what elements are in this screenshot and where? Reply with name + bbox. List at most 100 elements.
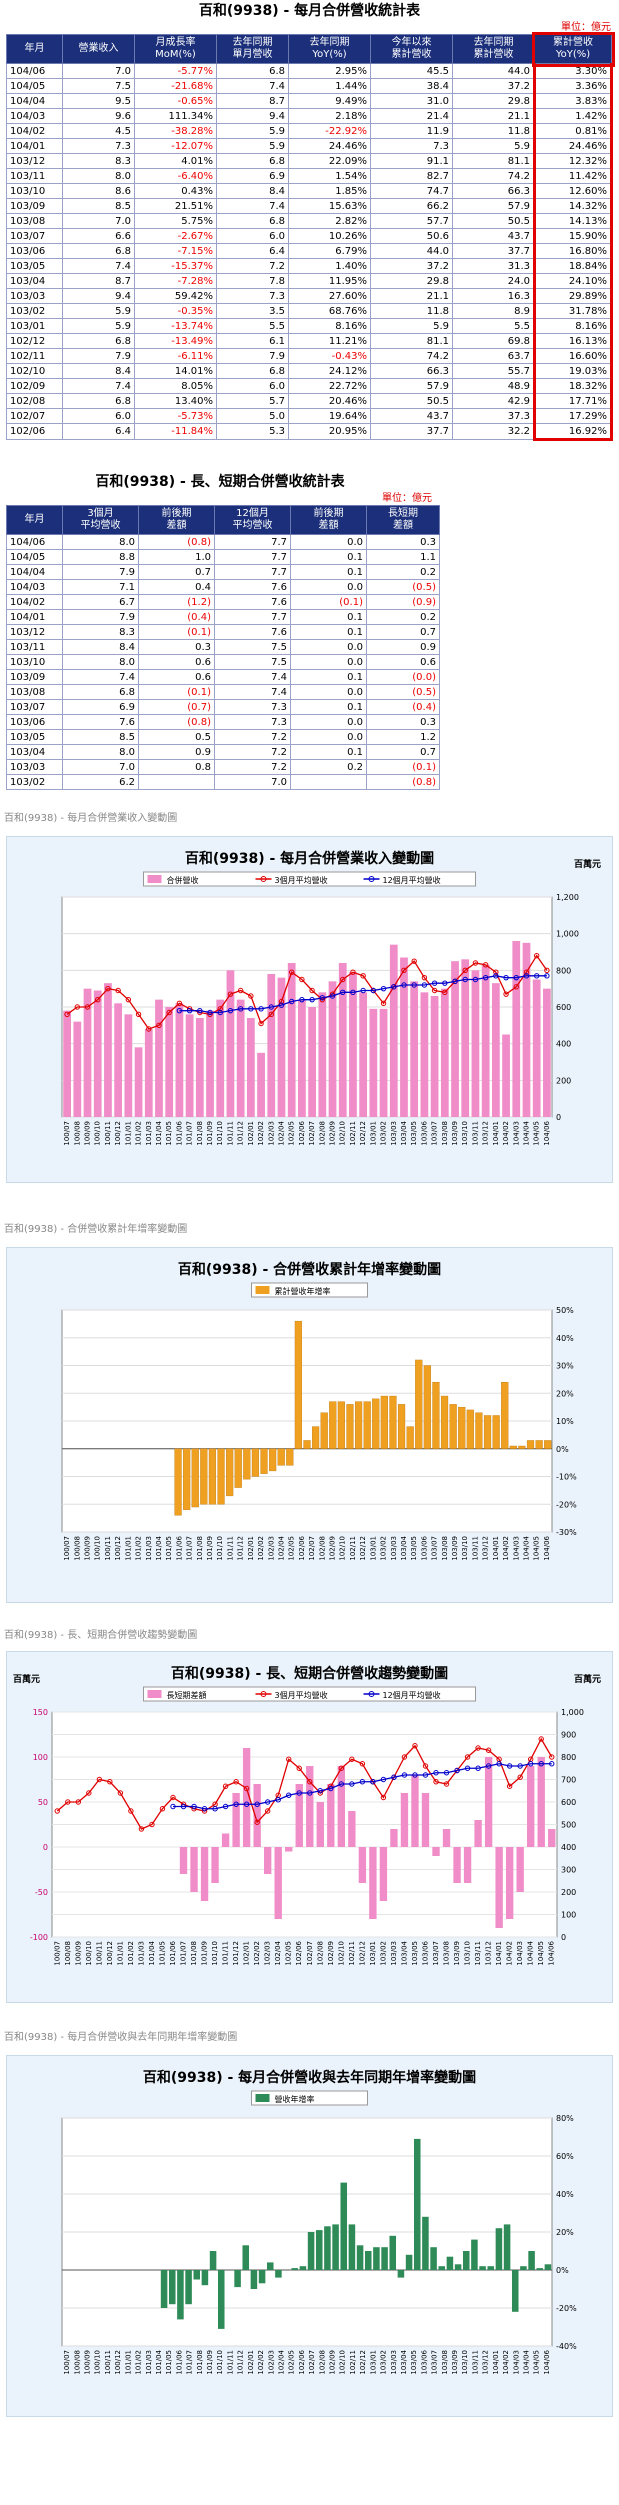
avg3-point — [128, 1808, 134, 1814]
x-tick-label: 101/07 — [186, 1121, 194, 1146]
yoy-bar — [422, 2216, 429, 2270]
x-tick-label: 104/01 — [492, 1121, 500, 1146]
avg12-point — [275, 1797, 281, 1803]
table1-cell: -6.40% — [134, 168, 217, 184]
avg12-point — [328, 1785, 334, 1792]
table1-header-2: 月成長率 MoM(%) — [134, 34, 217, 64]
table-row: 102/08 6.8 13.40% 5.7 20.46% 50.5 42.9 17.71% — [6, 393, 613, 409]
x-tick-label: 101/06 — [169, 1940, 177, 1965]
table2-cell: 8.0 — [62, 534, 139, 550]
x-tick-label: 102/11 — [348, 1941, 356, 1966]
avg12-point — [176, 1007, 183, 1014]
diff-bar — [179, 1847, 188, 1874]
diff-bar — [253, 1784, 261, 1847]
revenue-bar — [144, 1029, 153, 1117]
avg3-point — [117, 1790, 124, 1796]
diff-bar — [548, 1829, 556, 1847]
table1-cell: 6.6 — [62, 228, 135, 244]
table2-cell: 7.7 — [214, 609, 291, 625]
table2-cell: 8.0 — [62, 654, 139, 670]
table2-cell: 7.4 — [214, 669, 291, 685]
x-tick-label: 101/05 — [165, 1121, 173, 1146]
yoy-bar — [320, 1412, 328, 1449]
table1-cell: 102/11 — [6, 348, 63, 364]
table2-cell: 8.3 — [62, 624, 139, 640]
table-row: 103/09 8.5 21.51% 7.4 15.63% 66.2 57.9 14.32% — [6, 198, 613, 214]
table-row: 102/07 6.0 -5.73% 5.0 19.64% 43.7 37.3 17.29% — [6, 408, 613, 424]
table-row: 103/12 8.3 (0.1) 7.6 0.1 0.7 — [6, 624, 440, 640]
table1-cell: 6.8 — [62, 393, 135, 409]
x-tick-label: 103/03 — [390, 1941, 398, 1966]
avg3-point — [338, 1765, 345, 1771]
avg12-point — [380, 1776, 387, 1783]
x-tick-label: 102/10 — [339, 1536, 347, 1561]
table1-cell: 43.7 — [370, 408, 453, 424]
avg3-point — [360, 973, 366, 979]
avg3-point — [349, 1756, 355, 1762]
y-tick-label: 50% — [556, 1306, 574, 1315]
x-tick-label: 103/10 — [461, 1121, 469, 1146]
avg3-point — [149, 1821, 155, 1828]
x-tick-label: 102/05 — [288, 1121, 296, 1146]
avg3-point — [350, 969, 356, 975]
table1-cell: 2.95% — [288, 63, 371, 79]
avg3-point — [493, 969, 499, 975]
y-tick-label: 30% — [556, 1362, 574, 1371]
avg12-point — [475, 1765, 481, 1771]
x-tick-label: 100/07 — [63, 1121, 71, 1146]
table1-cell: -2.67% — [134, 228, 217, 244]
x-tick-label: 104/01 — [492, 2350, 500, 2375]
avg3-point — [159, 1806, 166, 1812]
x-tick-label: 103/05 — [410, 1121, 418, 1146]
avg3-point — [176, 1000, 183, 1007]
table2-cell: 0.7 — [138, 564, 215, 580]
table2-cell: 0.2 — [366, 609, 440, 625]
yoy-bar — [406, 1426, 414, 1449]
table1-cell: 6.0 — [62, 408, 135, 424]
x-tick-label: 101/10 — [211, 1941, 219, 1966]
x-tick-label: 103/02 — [380, 2350, 388, 2375]
table2-cell: 0.0 — [290, 579, 367, 595]
table2-cell: (0.7) — [138, 699, 215, 715]
x-tick-label: 103/11 — [474, 1941, 482, 1966]
revenue-bar — [369, 1008, 378, 1117]
x-tick-label: 104/05 — [533, 1121, 541, 1146]
legend-box — [251, 1282, 368, 1298]
y-tick-label-right: 1,000 — [561, 1708, 584, 1717]
y-tick-label: -40% — [556, 2342, 577, 2351]
y-tick-label: 600 — [556, 1003, 571, 1012]
table-row: 104/02 4.5 -38.28% 5.9 -22.92% 11.9 11.8 0.81% — [6, 123, 613, 139]
table1-cell: 6.8 — [216, 63, 289, 79]
table2-cell: 1.0 — [138, 549, 215, 565]
x-tick-label: 102/11 — [349, 2350, 357, 2375]
table1-cell: 1.54% — [288, 168, 371, 184]
table2-cell: (0.8) — [138, 534, 215, 550]
diff-bar — [379, 1847, 388, 1901]
avg12-point — [391, 984, 397, 990]
x-tick-label: 102/09 — [329, 2350, 337, 2375]
diff-bar — [327, 1784, 335, 1847]
x-tick-label: 102/01 — [247, 1536, 255, 1561]
table1-cell: 5.5 — [452, 318, 535, 334]
x-tick-label: 102/01 — [247, 2350, 255, 2375]
avg12-point — [254, 1801, 260, 1807]
table1-cell: 3.30% — [533, 63, 613, 79]
avg3-point — [506, 1783, 513, 1789]
table-row: 104/01 7.9 (0.4) 7.7 0.1 0.2 — [6, 609, 440, 625]
table1-cell: 5.75% — [134, 213, 217, 229]
table2-cell: 8.8 — [62, 549, 139, 565]
table1-cell: -15.37% — [134, 258, 217, 274]
legend-swatch — [147, 1690, 162, 1698]
revenue-bar — [308, 1007, 316, 1117]
revenue-bar — [491, 983, 500, 1117]
x-tick-label: 101/08 — [196, 1536, 204, 1561]
avg12-point — [340, 989, 346, 996]
x-tick-label: 102/04 — [277, 1120, 285, 1145]
x-tick-label: 103/07 — [431, 1536, 439, 1561]
table2-cell: 0.7 — [366, 744, 440, 760]
table-row: 103/06 6.8 -7.15% 6.4 6.79% 44.0 37.7 16.80% — [6, 243, 613, 259]
table2-cell: 7.2 — [214, 729, 291, 745]
avg3-point — [431, 987, 438, 994]
yoy-bar — [544, 2264, 552, 2270]
y-tick-label: 10% — [556, 1417, 574, 1426]
